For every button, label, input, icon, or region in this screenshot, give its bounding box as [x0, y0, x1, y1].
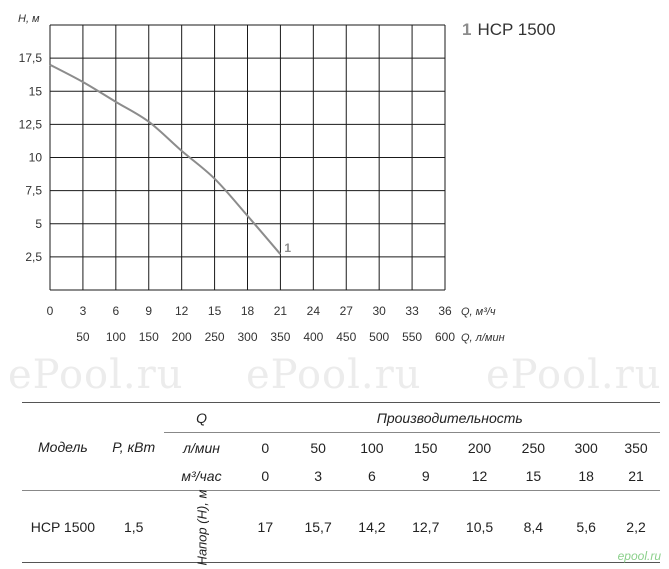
x-tick-label: 0: [47, 304, 54, 318]
x-tick-label: 33: [405, 304, 419, 318]
spec-table: Модель P, кВт Q Производительность л/мин…: [22, 402, 660, 565]
lmin-cell: 0: [261, 439, 270, 456]
lmin-cell: 300: [574, 439, 598, 456]
y-tick-label: 2,5: [25, 250, 42, 264]
row-model: HCP 1500: [30, 518, 96, 535]
y-tick-label: 5: [35, 217, 42, 231]
y-tick-label: 7,5: [25, 184, 42, 198]
legend-number: 1: [462, 20, 472, 39]
head-cell: 10,5: [465, 518, 494, 535]
x2-tick-label: 550: [402, 330, 422, 344]
head-cell: 17: [257, 518, 274, 535]
x-tick-label: 18: [241, 304, 255, 318]
head-cell: 8,4: [523, 518, 544, 535]
y-tick-labels: 17,5 15 12,5 10 7,5 5 2,5: [19, 51, 43, 264]
x2-tick-label: 300: [237, 330, 257, 344]
x-tick-label: 21: [274, 304, 288, 318]
x2-tick-labels: 50 100 150 200 250 300 350 400 450 500 550 600: [76, 330, 455, 344]
row-power: 1,5: [123, 518, 144, 535]
x2-tick-label: 50: [76, 330, 90, 344]
head-cell: 12,7: [412, 518, 440, 535]
lmin-cell: 150: [414, 439, 438, 456]
corner-watermark: epool.ru: [617, 549, 661, 563]
head-cell: 2,2: [626, 518, 646, 535]
x2-tick-label: 450: [336, 330, 356, 344]
m3h-cell: 15: [525, 468, 542, 485]
series-1-curve: [49, 63, 282, 255]
y-tick-label: 15: [29, 84, 43, 98]
watermark: ePool.ru: [246, 352, 422, 398]
x-tick-label: 24: [307, 304, 321, 318]
q-header: Q: [196, 409, 207, 426]
lmin-cell: 50: [310, 439, 326, 456]
m3h-cell: 3: [314, 468, 322, 485]
m3h-cell: 21: [628, 468, 644, 485]
unit-lmin: л/мин: [183, 439, 220, 456]
m3h-cell: 6: [368, 468, 376, 485]
x-tick-label: 15: [208, 304, 222, 318]
y-tick-label: 10: [29, 151, 43, 165]
power-header: P, кВт: [112, 438, 156, 455]
y-tick-label: 17,5: [19, 51, 43, 65]
lmin-cell: 100: [360, 439, 384, 456]
x-tick-label: 27: [340, 304, 354, 318]
lmin-cell: 200: [467, 439, 492, 456]
model-header: Модель: [38, 438, 88, 455]
y-axis-label: H, м: [18, 13, 40, 25]
x2-axis-label: Q, л/мин: [461, 332, 505, 344]
chart-legend: 1 HCP 1500: [462, 20, 556, 40]
head-cell: 15,7: [304, 518, 332, 535]
unit-m3h: м³/час: [181, 468, 222, 485]
x2-tick-label: 600: [435, 330, 455, 344]
x2-tick-label: 500: [369, 330, 389, 344]
watermark: ePool.ru: [8, 352, 184, 398]
x-tick-labels: 0 3 6 9 12 15 18 21 24 27 30 33 36: [47, 304, 452, 318]
head-cell: 14,2: [358, 518, 386, 535]
head-label: Напор (H), м: [194, 489, 210, 565]
legend-model: HCP 1500: [477, 20, 556, 39]
x2-tick-label: 200: [172, 330, 192, 344]
x2-tick-label: 350: [270, 330, 290, 344]
m3h-cell: 0: [261, 468, 270, 485]
x-tick-label: 12: [175, 304, 189, 318]
series-1-label: 1: [284, 241, 291, 255]
x-tick-label: 9: [145, 304, 152, 318]
x2-tick-label: 400: [303, 330, 323, 344]
y-tick-label: 12,5: [19, 117, 43, 131]
x2-tick-label: 150: [139, 330, 159, 344]
x-tick-label: 6: [112, 304, 119, 318]
lmin-cell: 350: [624, 439, 648, 456]
x-tick-label: 36: [438, 304, 452, 318]
head-cell: 5,6: [576, 518, 596, 535]
m3h-cell: 12: [471, 468, 488, 485]
x-tick-label: 3: [80, 304, 87, 318]
watermark: ePool.ru: [486, 352, 662, 398]
head-label-cell: Напор (H), м: [164, 489, 240, 565]
x2-tick-label: 250: [205, 330, 225, 344]
m3h-cell: 18: [578, 468, 594, 485]
x-tick-label: 30: [372, 304, 386, 318]
productivity-header: Производительность: [376, 409, 523, 426]
chart-grid: [49, 24, 446, 291]
x-axis-label: Q, м³/ч: [461, 306, 496, 318]
x2-tick-label: 100: [106, 330, 126, 344]
lmin-cell: 250: [521, 439, 546, 456]
m3h-cell: 9: [421, 468, 430, 485]
